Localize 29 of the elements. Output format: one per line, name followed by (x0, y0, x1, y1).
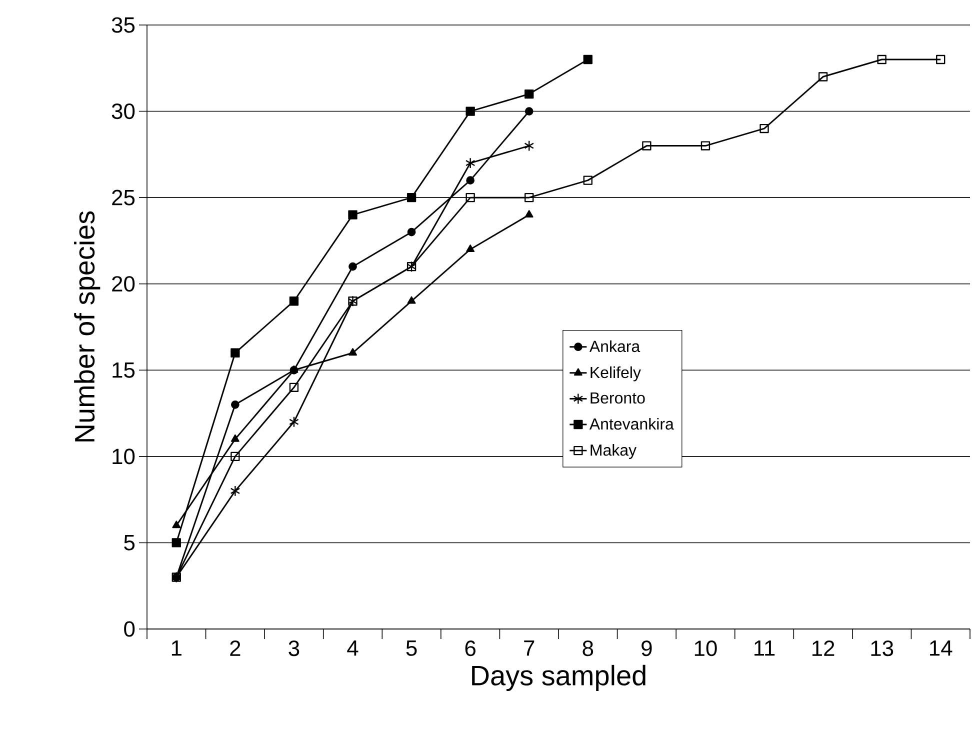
x-tick-label: 9 (642, 640, 652, 656)
y-tick-label: 15 (112, 362, 135, 378)
x-tick-label: 11 (754, 640, 775, 656)
x-tick-label: 5 (406, 640, 417, 656)
y-tick-label: 5 (124, 535, 135, 550)
x-tick-label: 12 (812, 640, 834, 656)
x-tick-label: 3 (288, 640, 300, 656)
x-tick-label: 10 (694, 640, 717, 656)
x-tick-label: 14 (930, 640, 952, 656)
x-axis-title: Days sampled (472, 664, 646, 692)
y-tick-label: 10 (112, 448, 135, 464)
legend-label: Beronto (590, 392, 645, 404)
y-tick-label: 25 (112, 190, 135, 206)
legend-label: Makay (590, 444, 637, 459)
legend-label: Ankara (589, 340, 640, 352)
x-tick-label: 13 (871, 640, 894, 656)
y-axis-title: Number of species (74, 211, 100, 442)
y-tick-label: 20 (112, 276, 135, 292)
y-tick-label: 30 (112, 103, 135, 120)
legend-label: Antevankira (589, 418, 674, 430)
x-tick-label: 2 (230, 640, 240, 656)
x-tick-label: 7 (524, 640, 534, 656)
y-tick-label: 35 (112, 17, 135, 33)
x-tick-label: 4 (347, 640, 358, 656)
legend-label: Kelifely (590, 366, 641, 382)
y-tick-label: 0 (124, 621, 135, 637)
x-tick-label: 8 (582, 640, 594, 656)
x-tick-label: 1 (172, 640, 182, 656)
x-tick-label: 6 (465, 640, 476, 656)
